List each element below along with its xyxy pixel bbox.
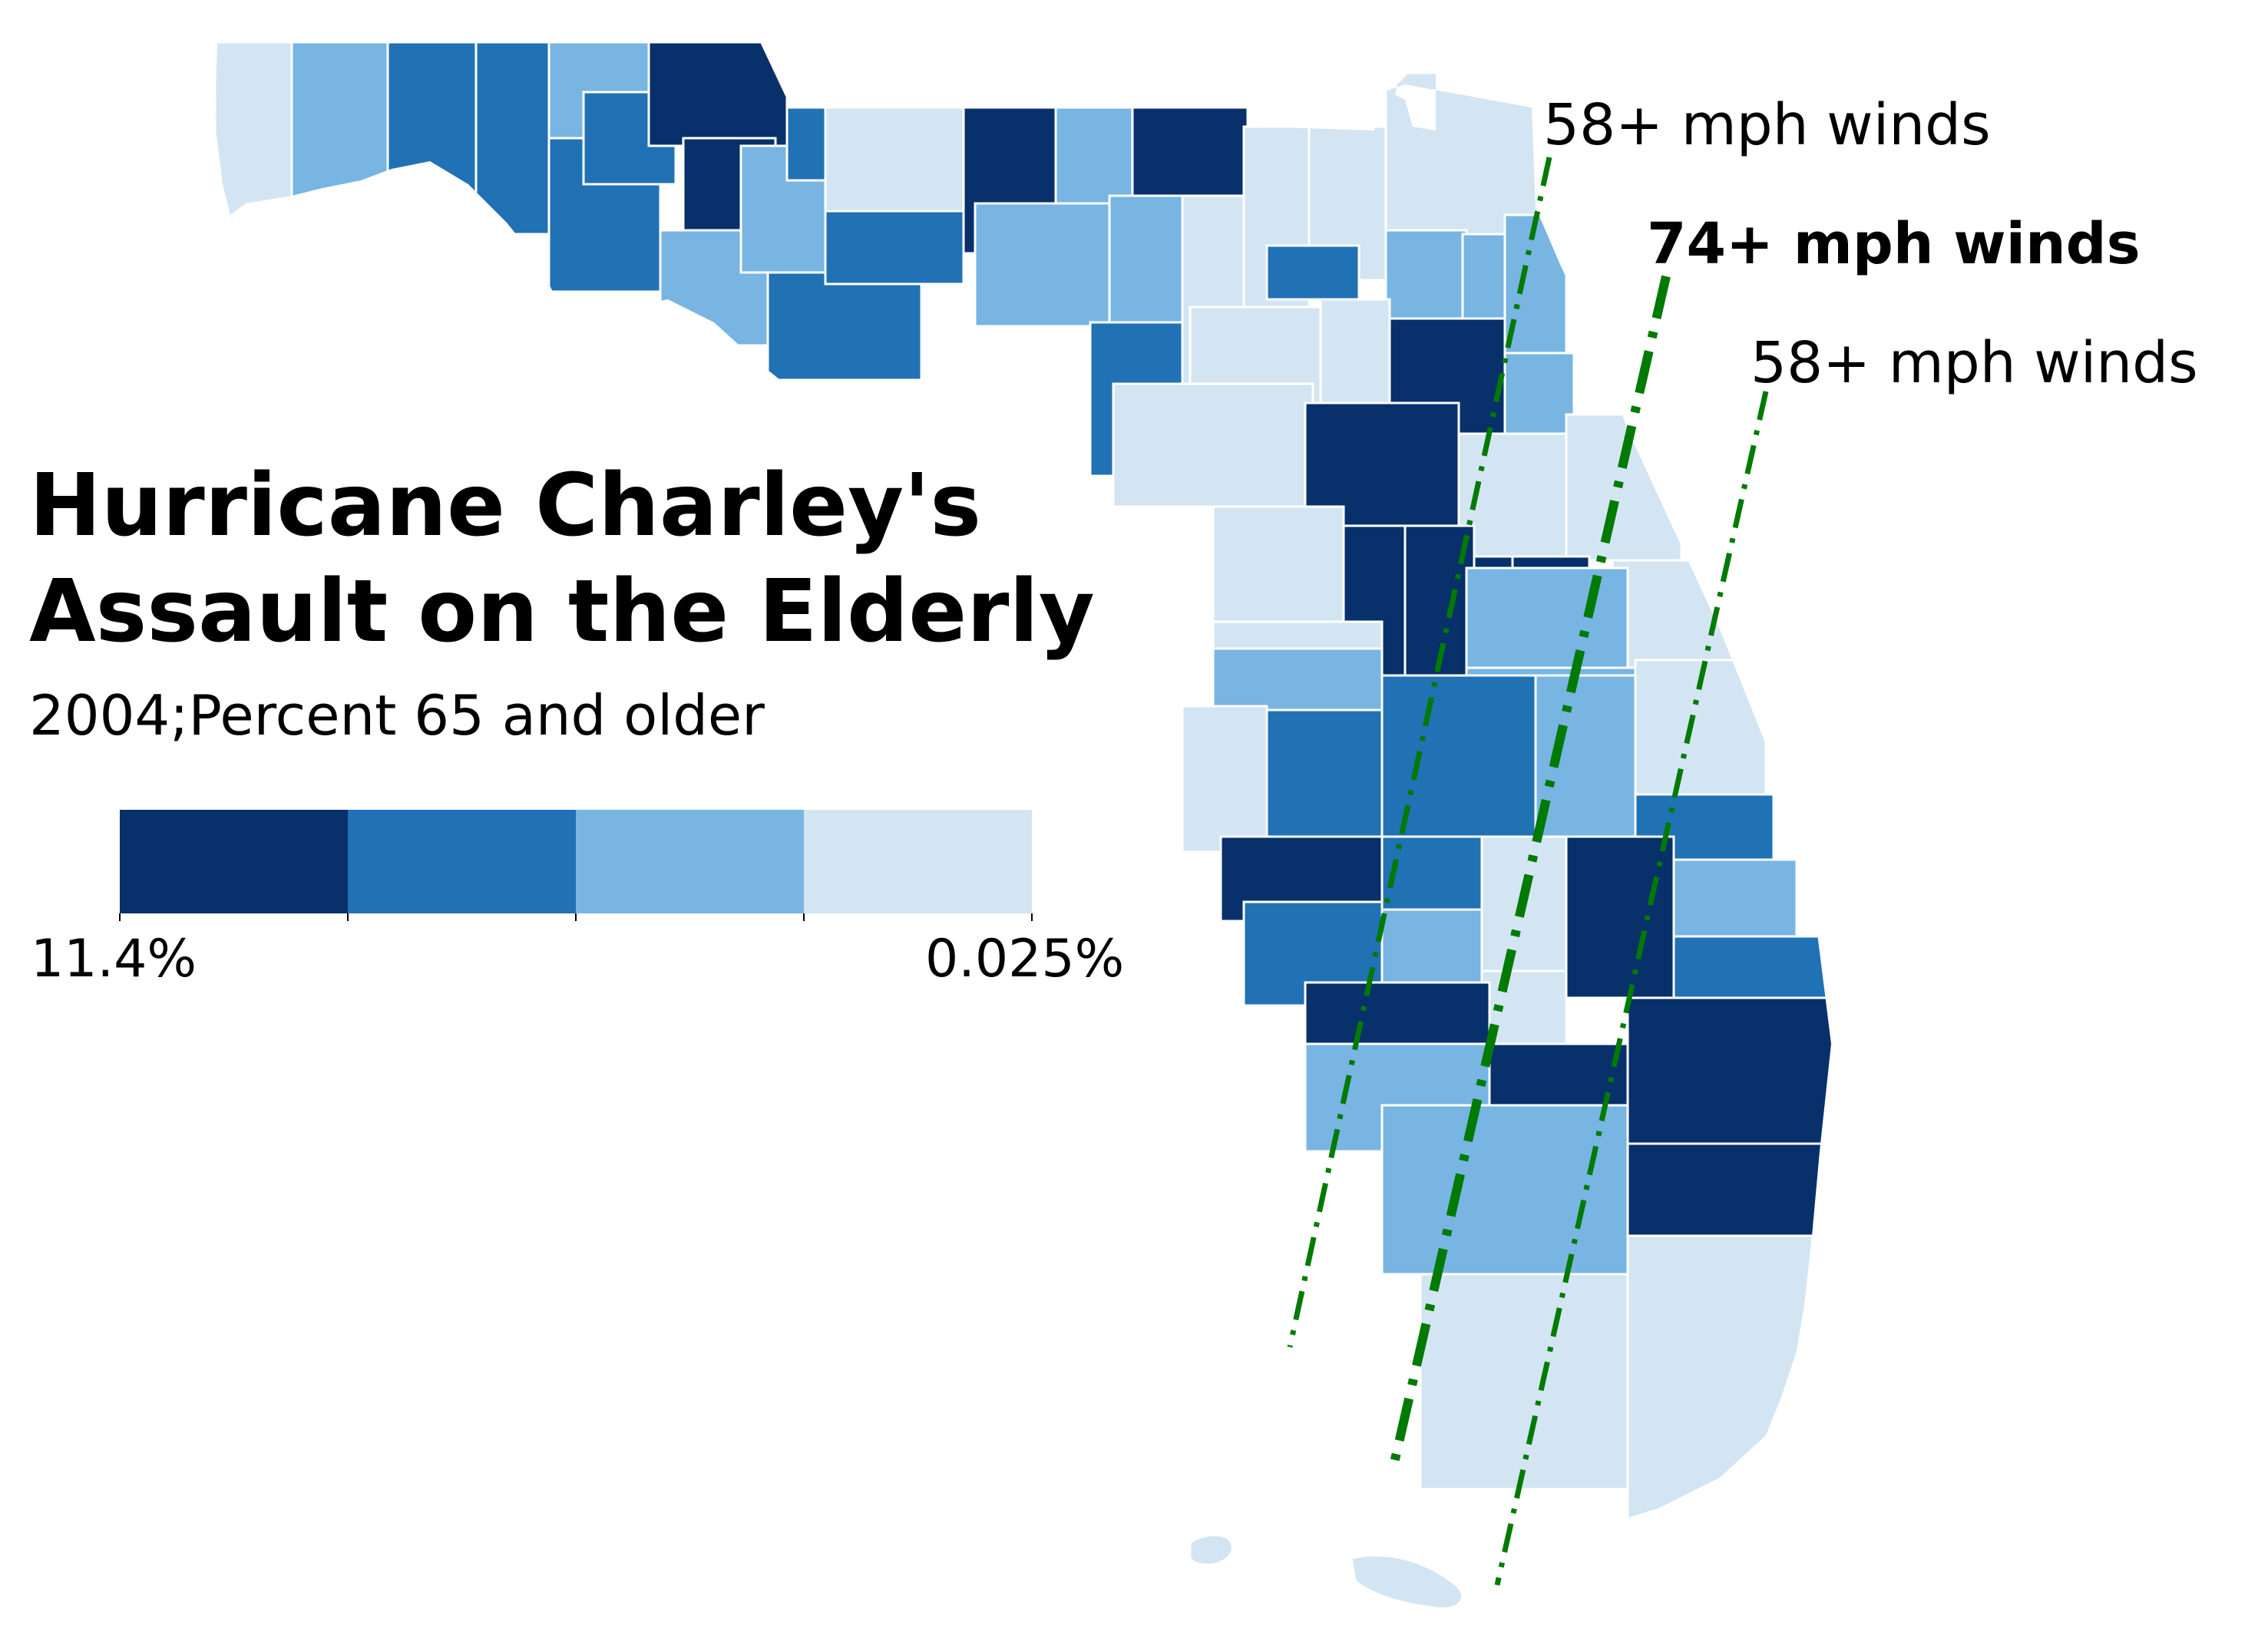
county-jackson (647, 42, 789, 147)
wind-line-east (1494, 391, 1769, 1586)
legend-swatch-1 (120, 810, 348, 913)
county-walton (474, 42, 550, 236)
county-orange (1465, 566, 1629, 669)
county-palm-beach (1626, 996, 1831, 1145)
county-gilchrist (1319, 298, 1391, 408)
county-collier (1380, 1104, 1629, 1276)
county-citrus (1212, 505, 1345, 623)
county-st-lucie (1672, 858, 1798, 938)
county-hamilton (1131, 106, 1249, 197)
wind-label-east: 58+ mph winds (1751, 330, 2198, 396)
county-desoto (1380, 908, 1483, 984)
county-pasco (1212, 647, 1384, 712)
county-osceola-south (1534, 674, 1637, 846)
county-taylor (974, 202, 1111, 328)
county-volusia-coast (1565, 413, 1683, 562)
map-title: Hurricane Charley's Assault on the Elder… (29, 456, 1095, 662)
county-okaloosa (386, 42, 478, 236)
county-wakulla (824, 210, 965, 286)
county-monroe-mainland (1419, 1273, 1637, 1491)
county-santa-rosa (290, 42, 389, 236)
county-escambia (215, 42, 293, 236)
legend-swatch-4 (804, 810, 1032, 913)
county-pinellas (1181, 705, 1268, 854)
legend-max-label: 11.4% (31, 929, 197, 989)
legend-min-label: 0.025% (925, 929, 1125, 989)
county-leon (824, 106, 965, 216)
county-miami-dade (1626, 1234, 1831, 1529)
map-subtitle: 2004;Percent 65 and older (29, 683, 765, 748)
wind-line-center (1389, 275, 1671, 1468)
county-nassau (1384, 71, 1541, 236)
county-martin (1672, 935, 1829, 999)
wind-label-west: 58+ mph winds (1543, 92, 1991, 158)
county-levy (1112, 382, 1314, 508)
county-broward (1626, 1142, 1831, 1237)
legend-swatch-3 (576, 810, 804, 913)
legend-colorbar (119, 810, 1033, 921)
county-madison (1054, 106, 1134, 205)
county-union (1265, 244, 1360, 301)
county-suwannee (1108, 194, 1184, 324)
county-okeechobee (1565, 835, 1675, 999)
wind-label-center: 74+ mph winds (1647, 211, 2141, 277)
county-franklin (766, 271, 923, 381)
county-hillsborough (1265, 708, 1384, 838)
keys-islands (1189, 1534, 1464, 1610)
county-duval (1384, 229, 1468, 324)
legend-swatch-2 (348, 810, 576, 913)
county-st-johns (1503, 213, 1568, 355)
wind-line-west (1287, 157, 1552, 1348)
